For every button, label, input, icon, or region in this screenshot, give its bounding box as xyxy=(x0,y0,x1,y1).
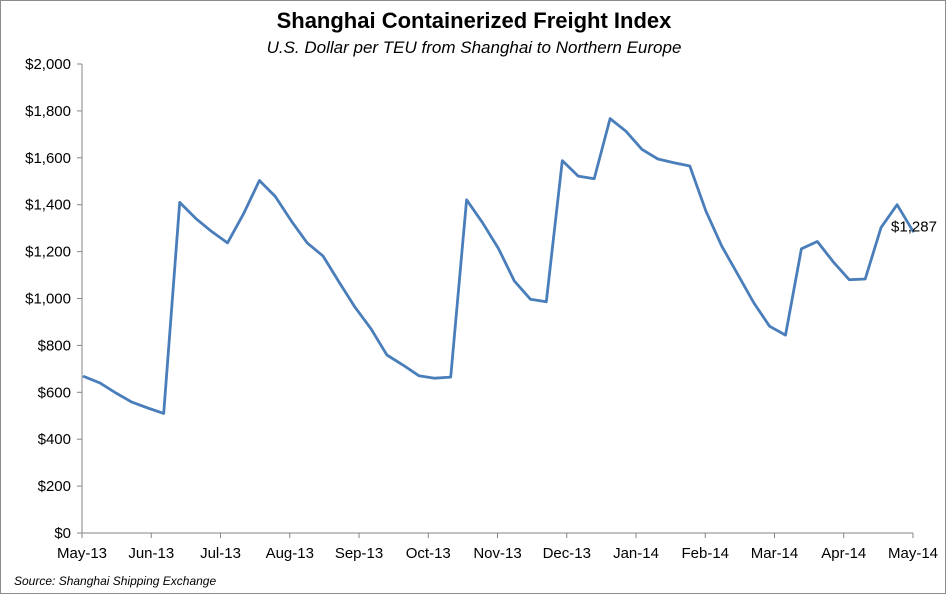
last-value-label: $1,287 xyxy=(891,219,937,236)
x-tick-label: May-13 xyxy=(57,545,107,562)
chart-subtitle: U.S. Dollar per TEU from Shanghai to Nor… xyxy=(266,38,682,57)
x-tick-label: Apr-14 xyxy=(821,545,866,562)
y-tick-label: $1,000 xyxy=(25,291,71,308)
x-tick-label: Nov-13 xyxy=(473,545,521,562)
y-tick-label: $1,400 xyxy=(25,197,71,214)
y-tick-label: $2,000 xyxy=(25,56,71,73)
x-tick-label: Jan-14 xyxy=(613,545,659,562)
y-tick-label: $0 xyxy=(54,525,71,542)
x-tick-label: Oct-13 xyxy=(406,545,451,562)
y-tick-label: $400 xyxy=(38,431,71,448)
chart-title: Shanghai Containerized Freight Index xyxy=(276,8,672,33)
y-tick-label: $1,600 xyxy=(25,150,71,167)
x-tick-label: Jun-13 xyxy=(128,545,174,562)
x-tick-label: Sep-13 xyxy=(335,545,383,562)
series-line xyxy=(82,117,915,415)
x-tick-label: Jul-13 xyxy=(200,545,241,562)
x-tick-label: Aug-13 xyxy=(266,545,314,562)
x-tick-label: Feb-14 xyxy=(681,545,729,562)
x-tick-label: Dec-13 xyxy=(543,545,591,562)
y-tick-label: $1,800 xyxy=(25,103,71,120)
source-note: Source: Shanghai Shipping Exchange xyxy=(14,574,217,588)
x-tick-label: May-14 xyxy=(888,545,938,562)
y-tick-label: $200 xyxy=(38,478,71,495)
x-tick-label: Mar-14 xyxy=(751,545,799,562)
y-tick-label: $600 xyxy=(38,384,71,401)
y-tick-label: $800 xyxy=(38,337,71,354)
y-tick-label: $1,200 xyxy=(25,244,71,261)
